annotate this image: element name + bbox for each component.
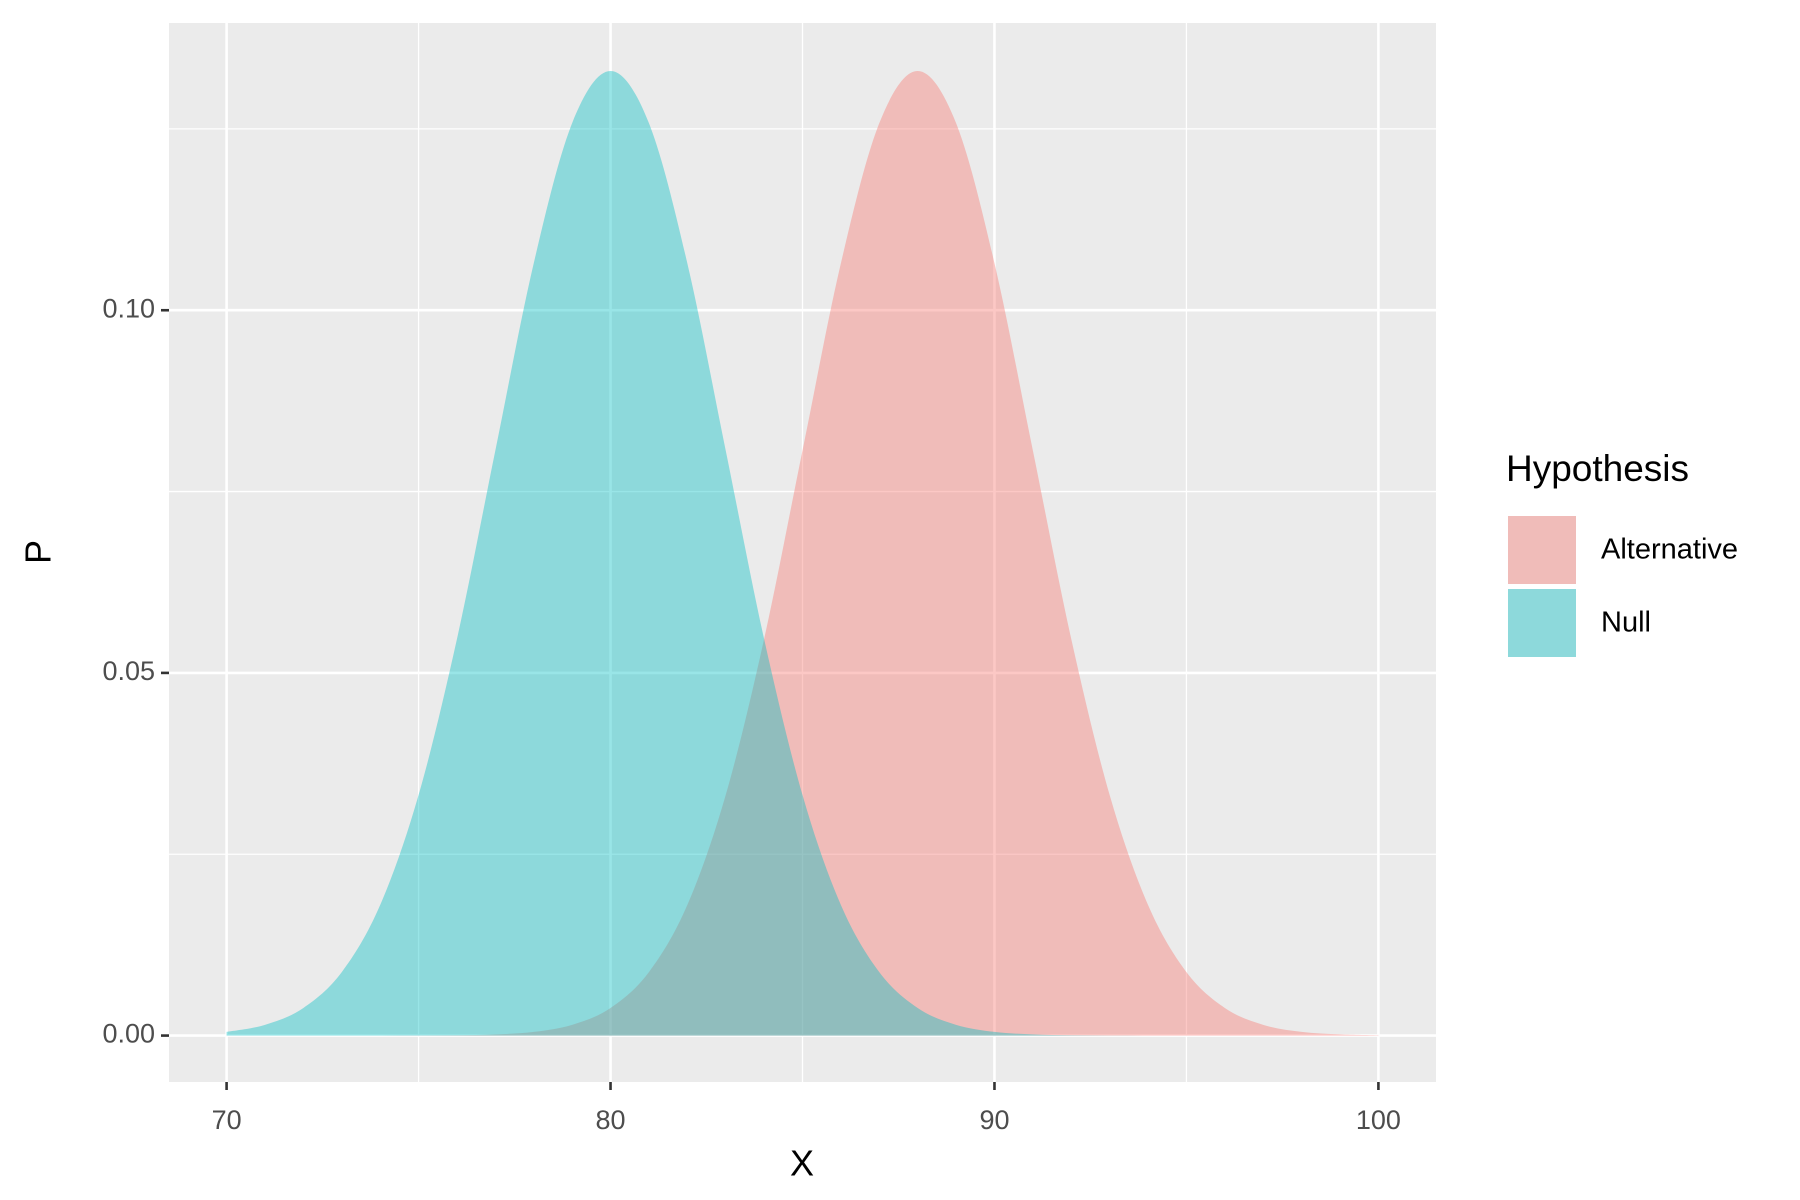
y-tick-label: 0.05 (102, 656, 155, 686)
x-axis-title: X (790, 1143, 814, 1184)
y-tick-label: 0.00 (102, 1019, 155, 1049)
legend-key-bg (1506, 587, 1578, 659)
legend-label: Null (1601, 607, 1651, 639)
x-tick-label: 90 (979, 1105, 1009, 1135)
axes: 70 80 90 100 0.00 0.05 0.10 (102, 293, 1401, 1135)
x-tick-label: 80 (596, 1105, 626, 1135)
legend-key (1508, 516, 1576, 584)
x-tick-label: 70 (212, 1105, 242, 1135)
legend-key (1508, 589, 1576, 657)
areas (226, 71, 1379, 1036)
density-area (226, 71, 1379, 1036)
grid (169, 23, 1436, 1082)
legend-key-bg (1506, 514, 1578, 586)
y-axis-title: P (18, 540, 59, 564)
density-area (226, 71, 1379, 1036)
legend: Alternative Null (1506, 514, 1738, 659)
legend-label: Alternative (1601, 534, 1738, 566)
legend-title: Hypothesis (1506, 448, 1689, 489)
x-tick-label: 100 (1356, 1105, 1401, 1135)
y-tick-label: 0.10 (102, 293, 155, 323)
